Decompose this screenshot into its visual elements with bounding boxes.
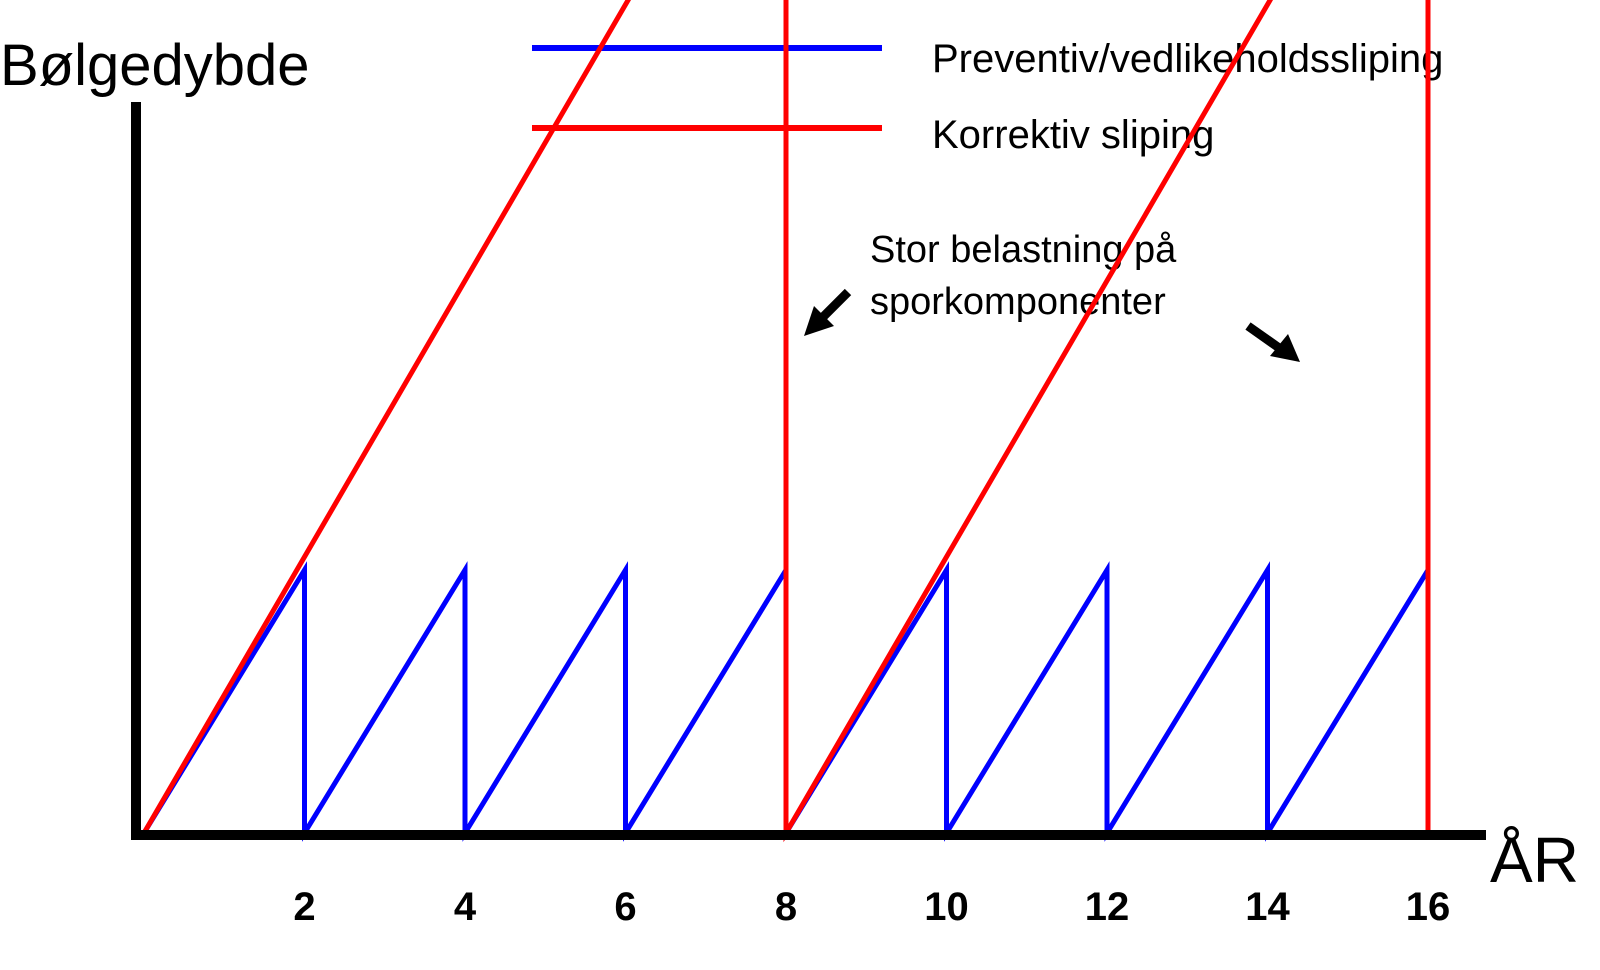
arrow-right-icon	[1245, 322, 1300, 362]
x-tick-label: 8	[775, 885, 797, 929]
x-tick-label: 16	[1406, 885, 1451, 929]
annotation-line-2: sporkomponenter	[870, 281, 1166, 323]
x-tick-label: 4	[454, 885, 477, 929]
x-tick-label: 10	[924, 885, 969, 929]
x-tick-labels: 2 4 6 8 10 12 14 16	[293, 885, 1450, 929]
x-tick-label: 12	[1085, 885, 1130, 929]
legend: Preventiv/vedlikeholdssliping Korrektiv …	[532, 37, 1443, 157]
x-axis-label: ÅR	[1490, 824, 1579, 896]
arrow-left-icon	[804, 288, 852, 336]
x-tick-label: 6	[614, 885, 636, 929]
legend-label-preventive: Preventiv/vedlikeholdssliping	[932, 37, 1443, 81]
x-tick-label: 14	[1245, 885, 1290, 929]
annotation: Stor belastning på sporkomponenter	[804, 229, 1300, 362]
x-tick-label: 2	[293, 885, 315, 929]
series-line-corrective	[141, 0, 1431, 843]
legend-label-corrective: Korrektiv sliping	[932, 113, 1214, 157]
y-axis-label: Bølgedybde	[0, 33, 310, 98]
